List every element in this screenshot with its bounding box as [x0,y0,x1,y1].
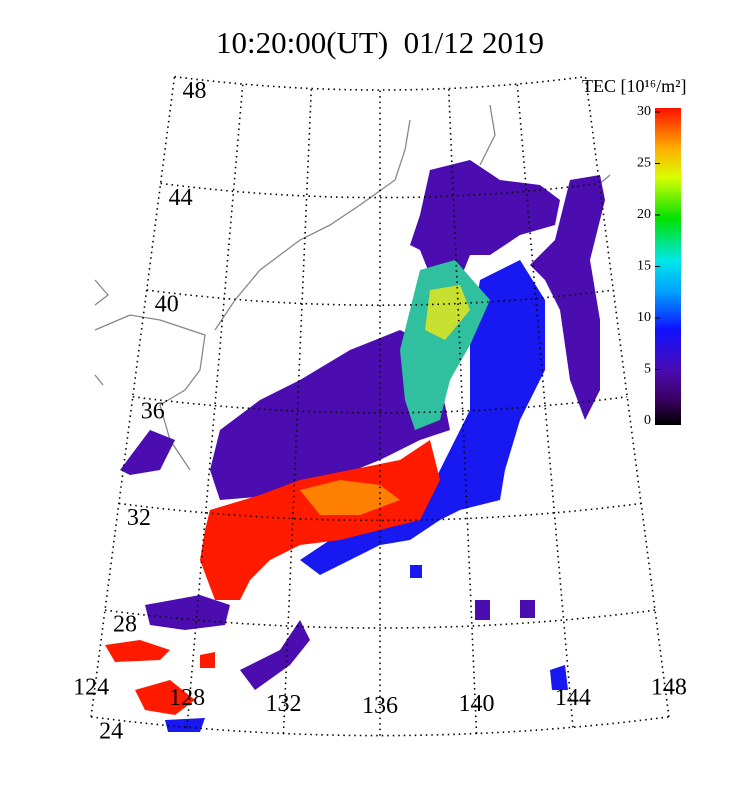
latitude-line [174,75,586,91]
longitude-label: 144 [555,685,591,711]
tec-pixels [105,160,605,732]
latitude-label: 48 [183,78,207,104]
graticule [90,75,670,737]
latitude-line [104,609,656,629]
colorbar-tick-label: 15 [637,259,651,274]
latitude-label: 32 [127,505,151,531]
longitude-label: 148 [651,674,687,700]
longitude-label: 124 [73,674,109,700]
latitude-line [132,395,628,414]
title: 10:20:00(UT) 01/12 2019 [216,25,544,60]
colorbar-tick-label: 10 [637,310,651,325]
longitude-label: 132 [265,691,301,717]
latitude-label: 36 [141,398,165,424]
latitude-label: 24 [99,718,123,744]
colorbar-tick-label: 25 [637,156,651,171]
latitude-label: 44 [169,185,193,211]
colorbar-tick-label: 5 [644,362,651,377]
longitude-label: 136 [362,693,398,719]
colorbar-label: TEC [10¹⁶/m²] [582,76,687,96]
longitude-label: 140 [459,691,495,717]
longitude-label: 128 [169,685,205,711]
latitude-label: 40 [155,292,179,318]
latitude-label: 28 [113,612,137,638]
colorbar-tick-label: 0 [644,413,651,428]
colorbar-tick-label: 20 [637,207,651,222]
latitude-line [160,182,600,199]
colorbar-tick-label: 30 [637,104,651,119]
